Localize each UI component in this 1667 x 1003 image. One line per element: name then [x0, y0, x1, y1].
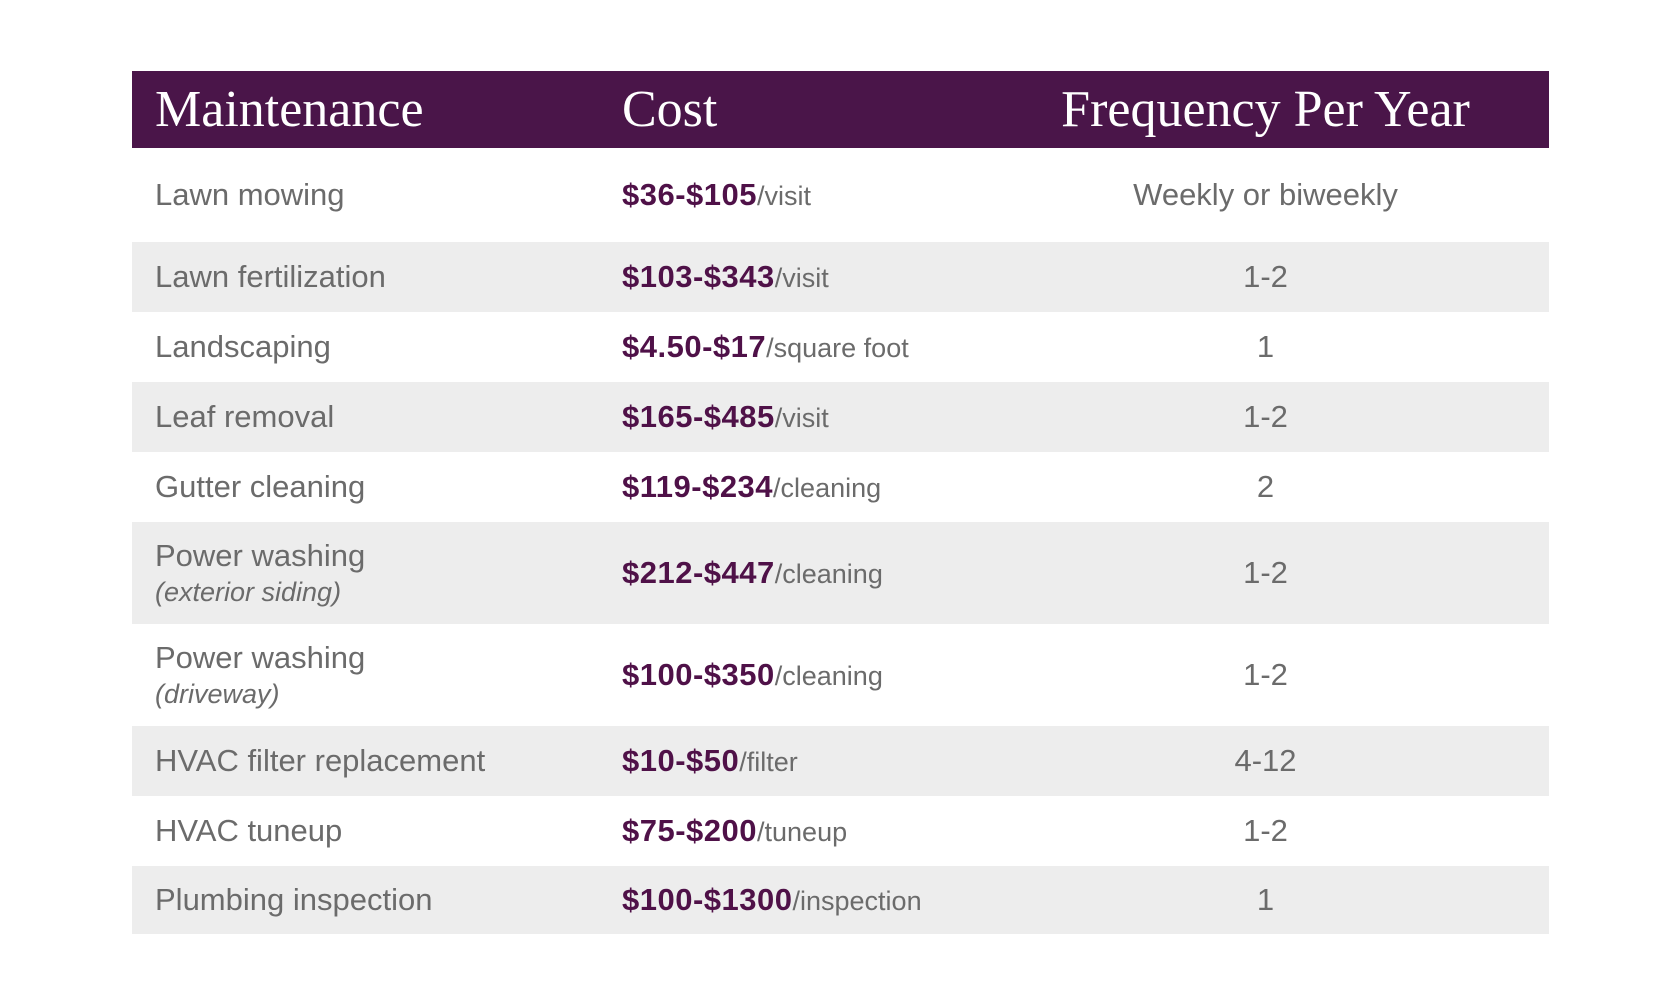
- frequency-value: 4-12: [1234, 743, 1297, 778]
- table-header: Maintenance Cost Frequency Per Year: [132, 71, 1549, 148]
- cost-range: $100-$350: [622, 657, 775, 692]
- table-row: Landscaping $4.50-$17/square foot 1: [132, 312, 1549, 382]
- cost-unit: /square foot: [766, 333, 909, 363]
- maintenance-note: (exterior siding): [155, 576, 342, 607]
- maintenance-name: Landscaping: [155, 328, 331, 364]
- table-row: Leaf removal $165-$485/visit 1-2: [132, 382, 1549, 452]
- column-header-frequency: Frequency Per Year: [1061, 81, 1470, 138]
- cost-unit: /filter: [739, 747, 798, 777]
- frequency-value: 1: [1256, 329, 1275, 364]
- cost-unit: /visit: [757, 181, 812, 211]
- maintenance-name: Plumbing inspection: [155, 881, 433, 917]
- table-row: Gutter cleaning $119-$234/cleaning 2: [132, 452, 1549, 522]
- table-row: Power washing (exterior siding) $212-$44…: [132, 522, 1549, 624]
- maintenance-note: (driveway): [155, 678, 280, 709]
- frequency-value: 1-2: [1243, 399, 1288, 434]
- cost-unit: /cleaning: [774, 661, 883, 691]
- cost-range: $103-$343: [622, 259, 775, 294]
- maintenance-name: Power washing: [155, 639, 366, 675]
- maintenance-name: Lawn mowing: [155, 176, 345, 212]
- cost-range: $36-$105: [622, 177, 758, 212]
- cost-range: $165-$485: [622, 399, 775, 434]
- cost-range: $4.50-$17: [622, 329, 767, 364]
- table-row: HVAC filter replacement $10-$50/filter 4…: [132, 726, 1549, 796]
- frequency-value: Weekly or biweekly: [1133, 177, 1398, 212]
- cost-unit: /tuneup: [757, 817, 848, 847]
- maintenance-cost-table: Maintenance Cost Frequency Per Year Lawn…: [132, 71, 1549, 934]
- frequency-value: 2: [1256, 469, 1275, 504]
- table-row: Power washing (driveway) $100-$350/clean…: [132, 624, 1549, 726]
- maintenance-name: HVAC tuneup: [155, 812, 343, 848]
- maintenance-name: HVAC filter replacement: [155, 742, 486, 778]
- cost-range: $119-$234: [622, 469, 774, 504]
- cost-unit: /cleaning: [773, 473, 882, 503]
- frequency-value: 1-2: [1243, 555, 1288, 590]
- table-row: HVAC tuneup $75-$200/tuneup 1-2: [132, 796, 1549, 866]
- cost-unit: /visit: [774, 263, 829, 293]
- column-header-cost: Cost: [622, 81, 718, 138]
- column-header-maintenance: Maintenance: [155, 81, 424, 138]
- frequency-value: 1-2: [1243, 813, 1288, 848]
- maintenance-name: Leaf removal: [155, 398, 335, 434]
- cost-range: $212-$447: [622, 555, 775, 590]
- table-row: Lawn fertilization $103-$343/visit 1-2: [132, 242, 1549, 312]
- cost-range: $75-$200: [622, 813, 758, 848]
- cost-unit: /visit: [774, 403, 829, 433]
- cost-unit: /cleaning: [774, 559, 883, 589]
- cost-range: $10-$50: [622, 743, 740, 778]
- frequency-value: 1-2: [1243, 657, 1288, 692]
- cost-unit: /inspection: [792, 886, 922, 916]
- frequency-value: 1: [1256, 882, 1275, 917]
- maintenance-name: Gutter cleaning: [155, 468, 366, 504]
- table-row: Plumbing inspection $100-$1300/inspectio…: [132, 866, 1549, 934]
- frequency-value: 1-2: [1243, 259, 1288, 294]
- maintenance-name: Power washing: [155, 537, 366, 573]
- maintenance-name: Lawn fertilization: [155, 258, 386, 294]
- table-row: Lawn mowing $36-$105/visit Weekly or biw…: [132, 148, 1549, 242]
- cost-range: $100-$1300: [622, 882, 793, 917]
